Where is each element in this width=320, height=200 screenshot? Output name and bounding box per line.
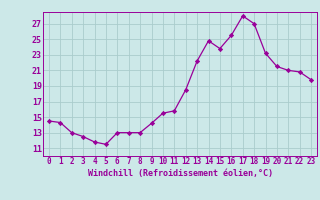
X-axis label: Windchill (Refroidissement éolien,°C): Windchill (Refroidissement éolien,°C) <box>87 169 273 178</box>
